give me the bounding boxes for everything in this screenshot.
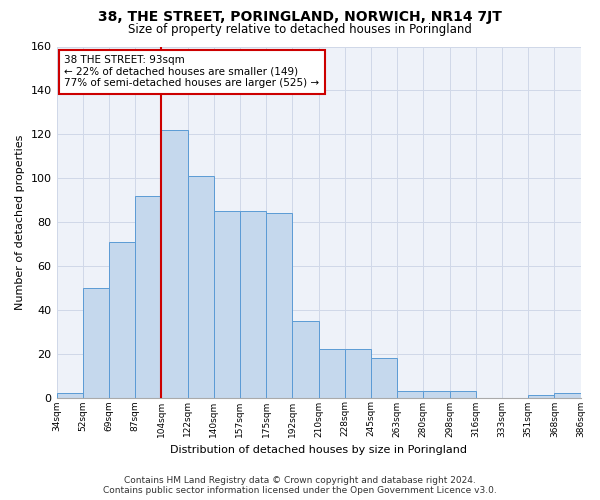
Bar xyxy=(214,211,240,398)
Bar xyxy=(56,393,83,398)
Bar xyxy=(135,196,161,398)
Text: Contains HM Land Registry data © Crown copyright and database right 2024.
Contai: Contains HM Land Registry data © Crown c… xyxy=(103,476,497,495)
Bar xyxy=(528,396,554,398)
Bar xyxy=(345,349,371,398)
Bar xyxy=(266,213,292,398)
Y-axis label: Number of detached properties: Number of detached properties xyxy=(15,134,25,310)
Bar xyxy=(397,391,424,398)
Text: Size of property relative to detached houses in Poringland: Size of property relative to detached ho… xyxy=(128,22,472,36)
Bar xyxy=(83,288,109,398)
Bar xyxy=(188,176,214,398)
Bar xyxy=(161,130,188,398)
Bar xyxy=(240,211,266,398)
Bar xyxy=(109,242,135,398)
Bar xyxy=(424,391,449,398)
X-axis label: Distribution of detached houses by size in Poringland: Distribution of detached houses by size … xyxy=(170,445,467,455)
Text: 38 THE STREET: 93sqm
← 22% of detached houses are smaller (149)
77% of semi-deta: 38 THE STREET: 93sqm ← 22% of detached h… xyxy=(64,56,320,88)
Bar xyxy=(449,391,476,398)
Bar xyxy=(292,320,319,398)
Bar xyxy=(319,349,345,398)
Bar xyxy=(554,393,581,398)
Bar xyxy=(371,358,397,398)
Text: 38, THE STREET, PORINGLAND, NORWICH, NR14 7JT: 38, THE STREET, PORINGLAND, NORWICH, NR1… xyxy=(98,10,502,24)
